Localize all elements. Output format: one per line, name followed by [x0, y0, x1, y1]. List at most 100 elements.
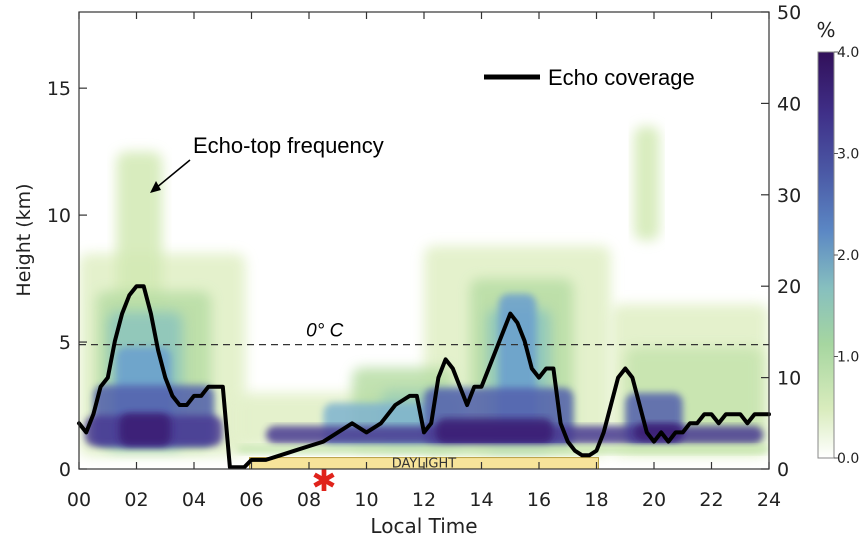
- x-tick-label: 14: [469, 489, 493, 511]
- series-point: [754, 413, 756, 415]
- series-point: [617, 377, 619, 379]
- series-point: [171, 395, 174, 397]
- series-point: [761, 413, 763, 415]
- colorbar-tick-label: 4.0: [837, 45, 859, 61]
- series-point: [667, 440, 669, 443]
- series-point: [545, 367, 547, 370]
- colorbar-tick-label: 0.0: [837, 451, 859, 467]
- series-point: [107, 377, 109, 379]
- legend-label: Echo coverage: [548, 65, 695, 90]
- series-point: [588, 454, 590, 456]
- series-point: [157, 349, 159, 351]
- x-tick-label: 02: [124, 489, 148, 511]
- colorbar-label: %: [816, 18, 835, 42]
- series-point: [531, 367, 533, 370]
- series-point: [214, 386, 217, 388]
- series-point: [135, 285, 138, 287]
- series-point: [567, 440, 569, 443]
- series-point: [394, 404, 396, 406]
- colorbar-tick-label: 2.0: [837, 248, 859, 264]
- x-tick-label: 10: [354, 489, 378, 511]
- series-point: [200, 395, 202, 397]
- series-point: [265, 459, 267, 461]
- series-point: [660, 431, 662, 434]
- colorbar-ticks: 4.0 3.0 2.0 1.0 0.0: [834, 45, 859, 467]
- series-point: [718, 422, 720, 424]
- series-point: [574, 450, 576, 452]
- series-point: [179, 404, 181, 406]
- series-point: [581, 454, 583, 456]
- series-point: [423, 431, 425, 434]
- x-axis-label: Local Time: [370, 514, 477, 538]
- y-axis-left-label: Height (km): [13, 183, 35, 296]
- series-point: [99, 386, 102, 388]
- series-point: [236, 466, 238, 468]
- series-point: [294, 450, 296, 452]
- series-point: [222, 386, 224, 388]
- echo-top-annotation: Echo-top frequency: [193, 133, 384, 158]
- x-tick-label: 06: [239, 489, 263, 511]
- series-point: [430, 422, 432, 424]
- x-tick-label: 04: [182, 489, 206, 511]
- x-tick-label: 08: [297, 489, 321, 511]
- series-point: [559, 422, 562, 424]
- series-point: [631, 377, 634, 379]
- series-point: [524, 340, 526, 342]
- series-point: [696, 422, 698, 424]
- series-point: [380, 422, 382, 424]
- series-point: [639, 404, 641, 406]
- y-right-tick-label: 50: [777, 2, 801, 24]
- x-tick-label: 00: [67, 489, 91, 511]
- series-point: [502, 331, 504, 333]
- series-point: [732, 413, 734, 415]
- series-point: [710, 413, 713, 415]
- series-point: [739, 413, 741, 415]
- x-tick-label: 20: [642, 489, 666, 511]
- colorbar-tick-label: 3.0: [837, 147, 859, 163]
- echo-top-arrow-head: [150, 181, 161, 193]
- x-tick-label: 22: [699, 489, 723, 511]
- series-point: [121, 313, 123, 315]
- heatmap-cell: [116, 151, 163, 317]
- y-left-tick-label: 0: [59, 459, 71, 481]
- series-point: [703, 413, 705, 415]
- series-point: [409, 395, 411, 397]
- freezing-level-label: 0° C: [306, 321, 343, 342]
- series-point: [682, 431, 684, 434]
- series-point: [114, 340, 116, 342]
- series-point: [308, 445, 310, 447]
- series-point: [473, 386, 475, 388]
- heatmap-cell: [633, 126, 660, 241]
- series-point: [92, 413, 94, 415]
- series-point: [603, 431, 605, 434]
- series-point: [193, 395, 195, 397]
- series-layer: [77, 284, 771, 470]
- series-point: [480, 386, 483, 388]
- series-point: [646, 431, 648, 434]
- x-tick-label: 18: [584, 489, 608, 511]
- series-point: [85, 431, 87, 434]
- echo-top-arrow-line: [155, 159, 191, 189]
- x-tick-label: 16: [527, 489, 551, 511]
- series-point: [552, 367, 554, 370]
- series-point: [207, 386, 209, 388]
- y-left-tick-label: 10: [47, 205, 71, 227]
- series-point: [674, 431, 677, 434]
- y-left-tick-label: 5: [59, 332, 71, 354]
- series-point: [610, 404, 612, 406]
- echo-top-frequency-heatmap: [79, 126, 769, 457]
- series-point: [143, 285, 145, 287]
- series-line-0: [77, 284, 771, 470]
- series-point: [437, 377, 439, 379]
- series-point: [416, 395, 418, 397]
- y-right-tick-label: 20: [777, 276, 801, 298]
- heatmap-cell: [119, 413, 171, 447]
- series-point: [150, 313, 152, 315]
- y-right-tick-label: 40: [777, 93, 801, 115]
- heatmap-cell: [237, 444, 769, 454]
- legend: Echo coverage: [484, 65, 695, 90]
- series-point: [250, 459, 253, 461]
- colorbar: % 4.0 3.0 2.0 1.0 0.0: [816, 18, 859, 467]
- series-point: [495, 349, 497, 351]
